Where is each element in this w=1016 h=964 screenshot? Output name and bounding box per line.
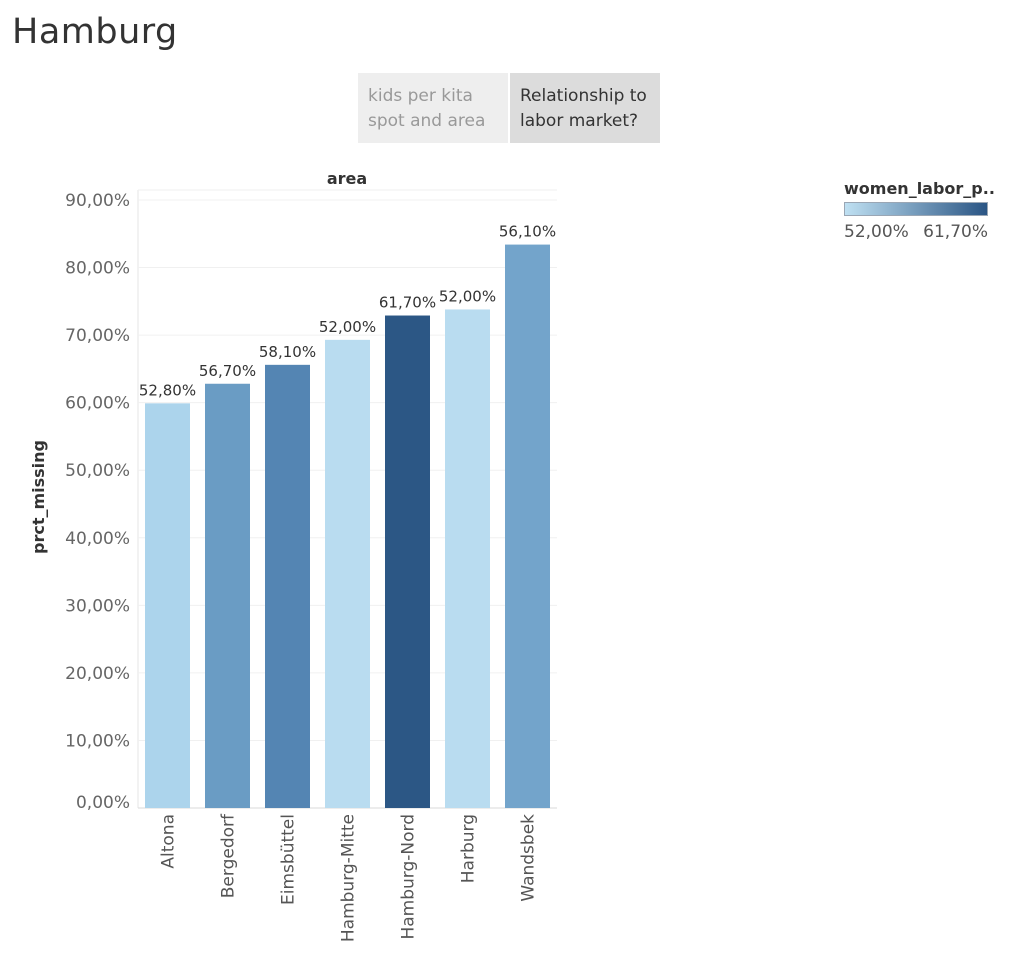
bar-altona [145,403,190,808]
bar-bergedorf [205,383,250,808]
y-tick-label: 90,00% [65,191,130,211]
y-axis-label: prct_missing [29,440,48,554]
x-tick-label: Hamburg-Nord [399,814,419,940]
bar-hamburg-nord [385,315,430,808]
y-tick-label: 30,00% [65,596,130,616]
x-tick-label: Wandsbek [519,814,539,902]
x-tick-label: Bergedorf [219,813,239,898]
data-label: 52,80% [139,381,196,399]
bars [145,244,550,808]
y-tick-label: 70,00% [65,326,130,346]
data-label: 52,00% [439,287,496,305]
x-tick-label: Eimsbüttel [279,814,299,905]
data-label: 52,00% [319,318,376,336]
dashboard-tabs: kids per kita spot and area Relationship… [358,73,660,143]
tab-kids-per-kita-line2: spot and area [368,111,486,131]
data-label: 61,70% [379,294,436,312]
y-tick-label: 10,00% [65,731,130,751]
data-label: 56,10% [499,223,556,241]
page-title: Hamburg [12,12,178,52]
tab-kids-per-kita[interactable]: kids per kita spot and area [358,73,508,143]
y-axis-ticks: 0,00% 10,00% 20,00% 30,00% 40,00% 50,00% 60,00… [65,191,130,813]
tab-kids-per-kita-line1: kids per kita [368,86,473,106]
data-label: 56,70% [199,362,256,380]
y-tick-label: 80,00% [65,259,130,279]
tab-relationship-line2: labor market? [520,111,639,131]
data-label: 58,10% [259,343,316,361]
tab-relationship-line1: Relationship to [520,86,647,106]
y-tick-label: 0,00% [76,793,130,813]
x-tick-label: Altona [159,814,179,869]
legend-gradient [844,202,988,216]
legend-title: women_labor_p.. [844,179,995,198]
x-tick-label: Hamburg-Mitte [339,814,359,942]
x-tick-label: Harburg [459,814,479,883]
y-tick-label: 40,00% [65,529,130,549]
tab-relationship-labor-market[interactable]: Relationship to labor market? [510,73,660,143]
bar-wandsbek [505,244,550,808]
legend-max-label: 61,70% [923,222,988,242]
chart-header: area [327,169,367,188]
y-tick-label: 60,00% [65,394,130,414]
bar-hamburg-mitte [325,339,370,808]
legend-min-label: 52,00% [844,222,909,242]
color-legend: women_labor_p.. 52,00% 61,70% [844,179,1004,242]
x-axis-ticks: Altona Bergedorf Eimsbüttel Hamburg-Mitte Ha… [159,813,539,942]
y-tick-label: 20,00% [65,664,130,684]
bar-harburg [445,309,490,808]
bar-eimsbüttel [265,364,310,808]
y-tick-label: 50,00% [65,461,130,481]
data-labels: 52,80%56,70%58,10%52,00%61,70% 52,00%56,1… [139,223,556,400]
